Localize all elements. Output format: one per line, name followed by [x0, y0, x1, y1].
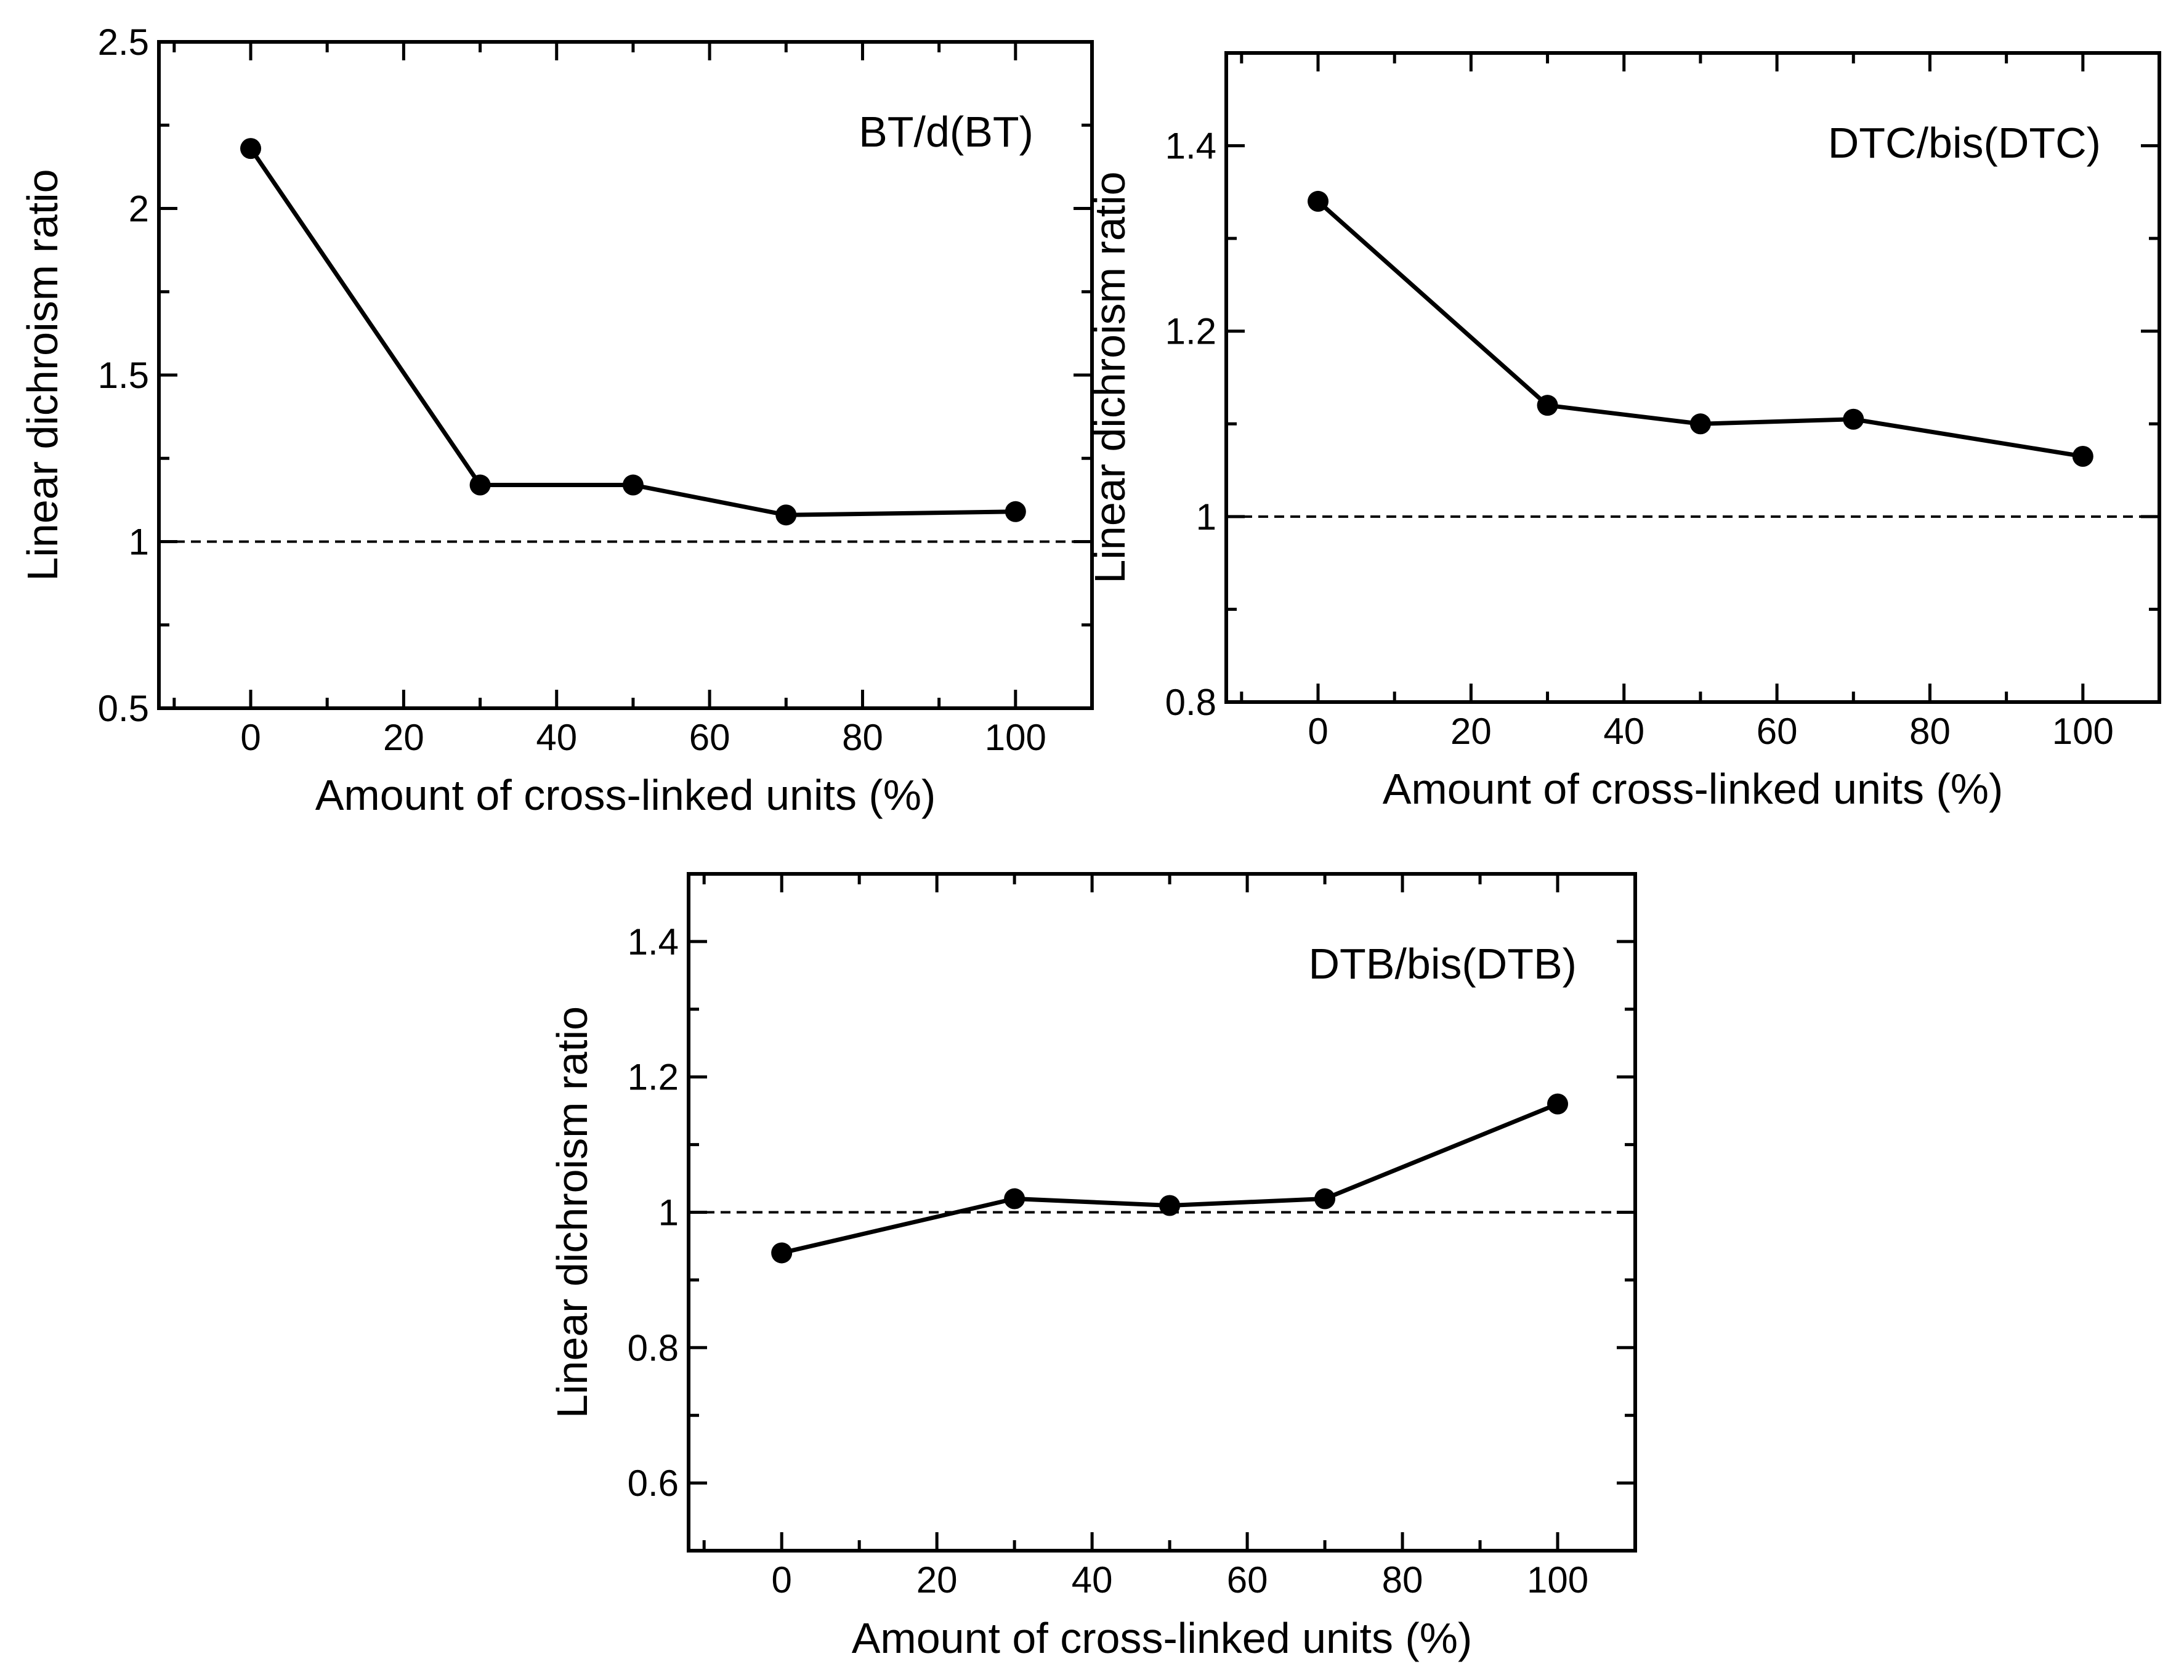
y-tick-label: 1.2 [1165, 311, 1216, 352]
data-point [622, 474, 644, 496]
y-tick-label: 0.8 [1165, 682, 1216, 723]
y-tick-label: 0.8 [628, 1327, 679, 1368]
x-axis-title: Amount of cross-linked units (%) [1383, 765, 2004, 813]
y-axis-title: Linear dichroism ratio [18, 169, 67, 581]
x-tick-label: 20 [1450, 711, 1492, 752]
data-point [1308, 190, 1329, 212]
data-point [1689, 413, 1711, 435]
panel-label: DTC/bis(DTC) [1828, 119, 2101, 167]
y-tick-label: 1.5 [98, 355, 149, 396]
x-tick-label: 0 [240, 717, 261, 758]
chart-panel-2: 0 20 40 60 80 100 0.8 1 1.2 1.4 Amount of cross-li… [1086, 51, 2161, 813]
x-tick-label: 60 [689, 717, 730, 758]
data-point [1547, 1093, 1569, 1115]
y-tick-label: 2.5 [98, 22, 149, 63]
data-point [1843, 408, 1864, 430]
x-tick-label: 40 [536, 717, 577, 758]
x-tick-label: 80 [1382, 1559, 1423, 1601]
x-tick-label: 80 [1909, 711, 1951, 752]
panel-label: BT/d(BT) [859, 108, 1033, 156]
y-tick-label: 2 [129, 188, 149, 230]
x-axis-title: Amount of cross-linked units (%) [315, 771, 936, 819]
chart-panel-3: 0 20 40 60 80 100 0.6 0.8 1 1.2 1.4 Amount of cross… [548, 872, 1637, 1662]
x-tick-label: 80 [842, 717, 883, 758]
data-point [469, 474, 491, 496]
data-point [1159, 1195, 1181, 1216]
data-point [1004, 1188, 1025, 1210]
x-tick-label: 40 [1603, 711, 1644, 752]
data-point [1314, 1188, 1336, 1210]
data-point [1005, 501, 1026, 522]
y-tick-label: 1 [1196, 496, 1216, 538]
x-tick-label: 60 [1757, 711, 1798, 752]
x-tick-label: 0 [771, 1559, 791, 1601]
panel-label: DTB/bis(DTB) [1308, 940, 1577, 988]
y-tick-label: 1 [129, 522, 149, 563]
x-tick-label: 100 [985, 717, 1046, 758]
x-tick-label: 0 [1308, 711, 1328, 752]
x-tick-label: 20 [383, 717, 424, 758]
data-point [2072, 445, 2093, 467]
x-tick-label: 20 [916, 1559, 958, 1601]
data-point [775, 504, 797, 526]
data-point [1537, 395, 1558, 416]
y-tick-label: 1 [658, 1192, 679, 1234]
x-tick-label: 60 [1227, 1559, 1268, 1601]
x-tick-label: 40 [1072, 1559, 1113, 1601]
y-tick-label: 1.2 [628, 1057, 679, 1098]
y-tick-label: 0.6 [628, 1463, 679, 1504]
y-axis-title: Linear dichroism ratio [548, 1006, 596, 1418]
plot-frame [1224, 51, 2161, 704]
x-tick-label: 100 [1527, 1559, 1588, 1601]
data-point [240, 138, 262, 160]
x-tick-label: 100 [2052, 711, 2114, 752]
chart-panel-1: 0 20 40 60 80 100 0.5 1 1.5 2 2.5 Amount of cross-l… [18, 22, 1094, 819]
y-tick-label: 1.4 [1165, 126, 1216, 167]
y-axis-title: Linear dichroism ratio [1086, 171, 1134, 583]
y-tick-label: 1.4 [628, 921, 679, 963]
y-tick-label: 0.5 [98, 688, 149, 729]
x-axis-title: Amount of cross-linked units (%) [852, 1614, 1473, 1662]
data-point [771, 1242, 793, 1264]
